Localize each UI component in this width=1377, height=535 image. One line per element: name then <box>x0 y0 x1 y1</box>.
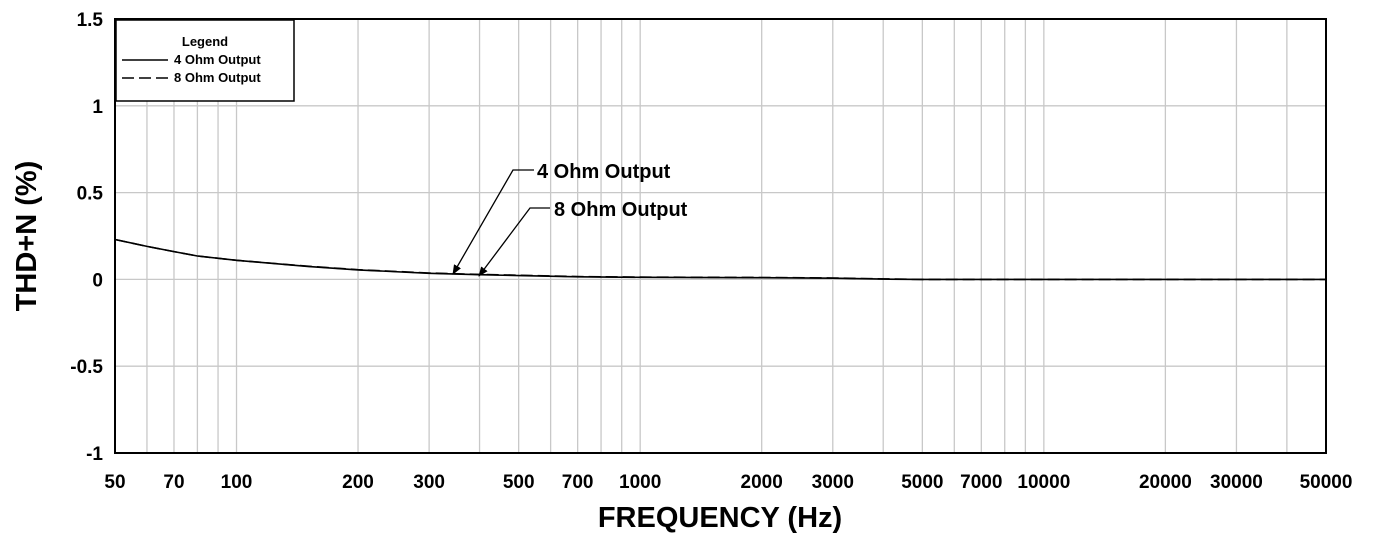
legend-title: Legend <box>182 34 228 49</box>
annotation-8-ohm: 8 Ohm Output <box>478 199 688 277</box>
annotation-4-ohm: 4 Ohm Output <box>452 161 671 275</box>
legend-label-4-ohm: 4 Ohm Output <box>174 52 261 67</box>
x-tick-label: 2000 <box>741 472 783 493</box>
y-tick-label: 0 <box>92 270 103 291</box>
y-axis-title: THD+N (%) <box>11 161 43 312</box>
y-tick-label: 1 <box>92 97 103 118</box>
x-tick-label: 70 <box>163 472 184 493</box>
annotation-8-ohm-label: 8 Ohm Output <box>554 199 688 221</box>
legend: Legend 4 Ohm Output 8 Ohm Output <box>115 19 295 102</box>
y-tick-labels: -1 -0.5 0 0.5 1 1.5 <box>70 10 103 465</box>
annotation-8-ohm-leader <box>478 207 550 277</box>
x-tick-label: 50000 <box>1300 472 1353 493</box>
x-tick-label: 10000 <box>1017 472 1070 493</box>
legend-label-8-ohm: 8 Ohm Output <box>174 70 261 85</box>
plot-frame <box>114 18 1327 454</box>
x-tick-label: 5000 <box>901 472 943 493</box>
x-tick-label: 1000 <box>619 472 661 493</box>
x-tick-label: 100 <box>221 472 253 493</box>
y-tick-label: -1 <box>86 444 103 465</box>
x-tick-label: 3000 <box>812 472 854 493</box>
x-tick-label: 200 <box>342 472 374 493</box>
annotation-4-ohm-label: 4 Ohm Output <box>537 161 671 183</box>
annotation-4-ohm-leader <box>452 169 534 275</box>
x-tick-label: 30000 <box>1210 472 1263 493</box>
x-tick-label: 20000 <box>1139 472 1192 493</box>
y-tick-label: 1.5 <box>77 10 104 31</box>
x-tick-labels: 50 70 100 200 300 500 700 1000 2000 3000 5000 7000 1… <box>104 472 1352 493</box>
series-lines <box>114 238 1326 281</box>
y-tick-label: -0.5 <box>70 357 103 378</box>
x-tick-label: 50 <box>104 472 125 493</box>
y-tick-label: 0.5 <box>77 184 104 205</box>
x-tick-label: 500 <box>503 472 535 493</box>
x-tick-label: 700 <box>562 472 594 493</box>
series-line-8-ohm-output <box>114 238 1326 281</box>
x-tick-label: 300 <box>413 472 445 493</box>
x-tick-label: 7000 <box>960 472 1002 493</box>
x-axis-title: FREQUENCY (Hz) <box>598 502 842 534</box>
